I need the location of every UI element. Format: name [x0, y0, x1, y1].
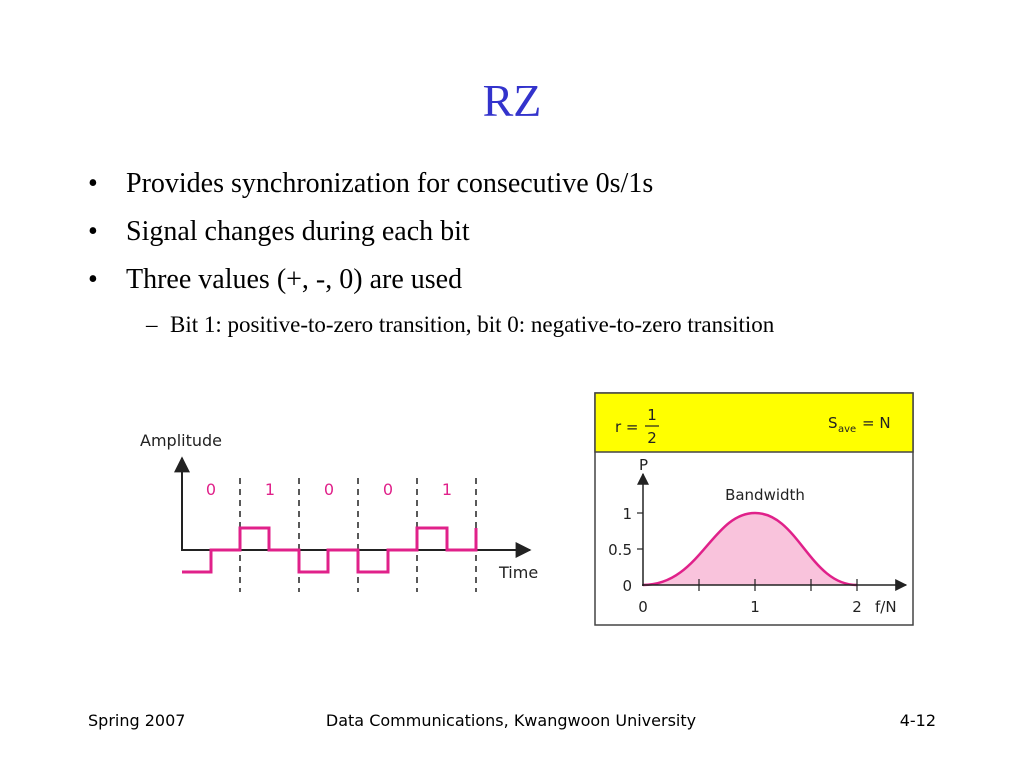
- s-sub: ave: [838, 424, 856, 435]
- y-tick-label: 0.5: [608, 541, 632, 559]
- bit-label: 0: [383, 480, 393, 499]
- bandwidth-curve: [642, 511, 858, 587]
- bullet-mark: –: [145, 312, 158, 337]
- r-numerator: 1: [647, 406, 657, 424]
- x-label: Time: [498, 563, 538, 582]
- bit-label: 0: [324, 480, 334, 499]
- bit-boundaries: [239, 478, 477, 592]
- bandwidth-figure: r = 1 2 S ave = N P Bandwidth 1 0.5 0 0 …: [594, 392, 914, 626]
- bullet: Provides synchronization for consecutive…: [126, 168, 653, 199]
- curve-label: Bandwidth: [725, 486, 805, 504]
- bullet-mark: •: [88, 264, 98, 295]
- bit-label: 1: [265, 480, 275, 499]
- signal: [182, 526, 478, 574]
- footer: Spring 2007 Data Communications, Kwangwo…: [88, 711, 936, 730]
- x-tick-label: 2: [852, 598, 862, 616]
- sub-bullet: Bit 1: positive-to-zero transition, bit …: [170, 312, 775, 337]
- x-label: f/N: [875, 598, 897, 616]
- x-tick-label: 1: [750, 598, 760, 616]
- footer-right: 4-12: [900, 711, 936, 730]
- r-label: r =: [615, 418, 639, 436]
- footer-center: Data Communications, Kwangwoon Universit…: [326, 711, 696, 730]
- slide-title: RZ: [483, 75, 542, 126]
- header-band: [594, 392, 914, 453]
- footer-left: Spring 2007: [88, 711, 185, 730]
- bandwidth-area: [643, 513, 857, 585]
- bullet-list: • Provides synchronization for consecuti…: [88, 168, 775, 337]
- bullet-mark: •: [88, 168, 98, 199]
- bit-label: 0: [206, 480, 216, 499]
- rz-waveform-figure: Amplitude Time 0 1 0 0 1: [140, 431, 538, 592]
- y-label: Amplitude: [140, 431, 222, 450]
- s-rest: = N: [862, 414, 891, 432]
- bullet: Signal changes during each bit: [126, 216, 470, 247]
- y-tick-label: 0: [622, 577, 632, 595]
- bullet-mark: •: [88, 216, 98, 247]
- bit-label: 1: [442, 480, 452, 499]
- y-tick-label: 1: [622, 505, 632, 523]
- ticks: [637, 512, 858, 591]
- x-tick-label: 0: [638, 598, 648, 616]
- r-denominator: 2: [647, 429, 657, 447]
- y-label: P: [639, 456, 648, 474]
- s-main: S: [828, 414, 838, 432]
- bullet: Three values (+, -, 0) are used: [126, 264, 462, 295]
